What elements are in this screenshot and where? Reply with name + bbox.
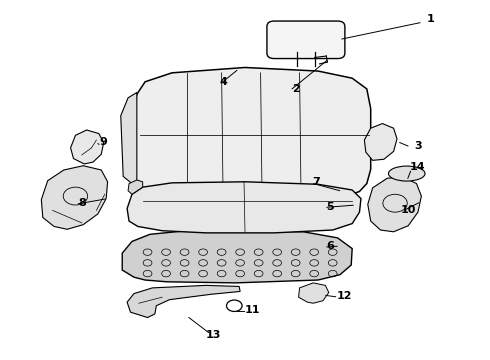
Text: 14: 14	[410, 162, 426, 172]
Polygon shape	[368, 177, 421, 232]
Text: 7: 7	[312, 177, 319, 187]
FancyBboxPatch shape	[267, 21, 345, 59]
Polygon shape	[298, 283, 329, 303]
Ellipse shape	[389, 166, 425, 181]
Polygon shape	[122, 231, 352, 283]
Text: 9: 9	[100, 138, 108, 148]
Polygon shape	[128, 180, 143, 194]
Polygon shape	[365, 123, 397, 160]
Text: 11: 11	[245, 305, 260, 315]
Text: 3: 3	[414, 141, 422, 151]
Polygon shape	[127, 285, 240, 318]
Text: 1: 1	[426, 14, 434, 24]
Text: 4: 4	[219, 77, 227, 87]
Polygon shape	[71, 130, 104, 164]
Text: 13: 13	[206, 330, 221, 341]
Text: 6: 6	[326, 241, 334, 251]
Polygon shape	[127, 182, 361, 233]
Polygon shape	[41, 166, 108, 229]
Polygon shape	[130, 67, 371, 200]
Polygon shape	[121, 93, 137, 184]
Text: 5: 5	[326, 202, 334, 212]
Text: 8: 8	[78, 198, 86, 208]
Text: 12: 12	[337, 291, 353, 301]
Text: 2: 2	[292, 84, 300, 94]
Text: 10: 10	[400, 205, 416, 215]
